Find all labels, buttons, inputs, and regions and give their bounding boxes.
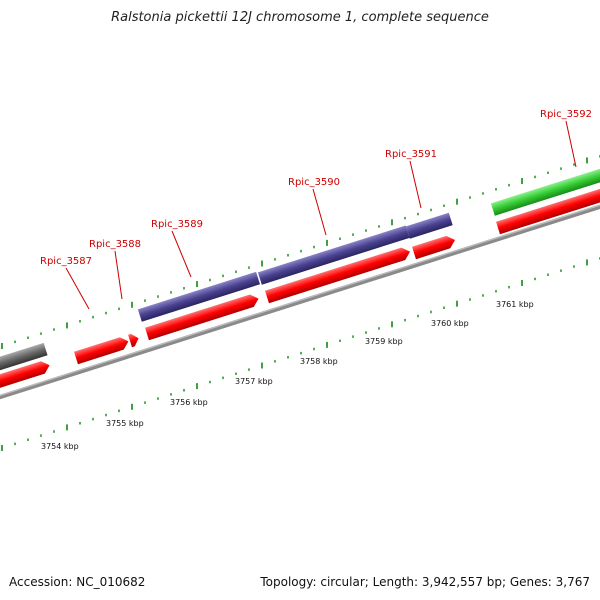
topology-summary: Topology: circular; Length: 3,942,557 bp…: [260, 575, 590, 589]
scale-label-3759: 3759 kbp: [365, 337, 403, 346]
scale-label-3754: 3754 kbp: [41, 442, 79, 451]
label-leaders: [65, 120, 577, 310]
gene-rpic-3587[interactable]: [74, 335, 130, 365]
gene-rpic-3589[interactable]: [145, 292, 260, 341]
gene-rpic-3586[interactable]: [0, 359, 52, 391]
scale-label-3756: 3756 kbp: [170, 398, 208, 407]
gene-label-rpic-3587: Rpic_3587: [40, 256, 92, 267]
gene-rpic-3591[interactable]: [412, 234, 457, 260]
gene-rpic-3592[interactable]: [496, 182, 600, 235]
gene-rpic-3592-outer[interactable]: [490, 165, 600, 216]
gene-label-rpic-3590: Rpic_3590: [288, 177, 340, 188]
scale-label-3755: 3755 kbp: [106, 419, 144, 428]
gene-rpic-3588[interactable]: [128, 332, 141, 348]
map-title: Ralstonia pickettii 12J chromosome 1, co…: [111, 10, 489, 25]
gene-rpic-3590[interactable]: [265, 245, 412, 304]
scale-label-3757: 3757 kbp: [235, 377, 273, 386]
gene-label-rpic-3589: Rpic_3589: [151, 219, 203, 230]
gene-rpic-3586-outer[interactable]: [0, 342, 48, 373]
scale-label-3761: 3761 kbp: [496, 300, 534, 309]
scale-label-3760: 3760 kbp: [431, 319, 469, 328]
gene-label-rpic-3588: Rpic_3588: [89, 239, 141, 250]
gene-rpic-3589-outer[interactable]: [137, 271, 261, 322]
gene-label-rpic-3591: Rpic_3591: [385, 149, 437, 160]
accession-text: Accession: NC_010682: [9, 575, 146, 589]
gene-rpic-3591-outer[interactable]: [405, 212, 453, 239]
scale-label-3758: 3758 kbp: [300, 357, 338, 366]
gene-label-rpic-3592: Rpic_3592: [540, 109, 592, 120]
gene-rpic-3590-outer[interactable]: [257, 225, 410, 285]
tick-marks: [1, 155, 600, 451]
